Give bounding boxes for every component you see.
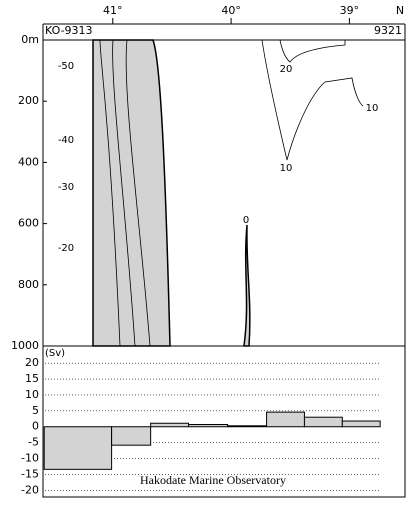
bar bbox=[111, 426, 152, 446]
x-tick-label: 40° bbox=[221, 4, 241, 17]
x-tick-label: 39° bbox=[340, 4, 360, 17]
contour-label: -20 bbox=[58, 243, 74, 254]
y-tick-label: -10 bbox=[21, 452, 39, 465]
contour-line bbox=[279, 39, 346, 63]
y-tick-label: 800 bbox=[18, 278, 39, 291]
bar bbox=[341, 420, 381, 428]
x-tick-label: 41° bbox=[103, 4, 123, 17]
y-tick-label: 10 bbox=[25, 388, 39, 401]
station-label: 9321 bbox=[374, 24, 402, 37]
contour-line bbox=[243, 224, 251, 347]
contour-label: -30 bbox=[58, 182, 74, 193]
y-tick-label: -15 bbox=[21, 467, 39, 480]
y-tick-label: 400 bbox=[18, 155, 39, 168]
y-tick-label: -5 bbox=[28, 436, 39, 449]
y-tick-label: -20 bbox=[21, 483, 39, 496]
contour-label: -40 bbox=[58, 135, 74, 146]
y-tick-label: 5 bbox=[32, 404, 39, 417]
y-tick-label: 20 bbox=[25, 356, 39, 369]
contour-label: 20 bbox=[280, 64, 293, 75]
station-label: KO-9313 bbox=[45, 24, 93, 37]
x-axis-label: N bbox=[396, 4, 404, 17]
contour-label: 10 bbox=[280, 163, 293, 174]
contour-label: 10 bbox=[366, 103, 379, 114]
bar bbox=[188, 424, 229, 428]
contour-line bbox=[92, 39, 171, 347]
contour-line bbox=[112, 39, 136, 347]
y-tick-label: 0 bbox=[32, 420, 39, 433]
annotation: Hakodate Marine Observatory bbox=[140, 473, 286, 487]
y-tick-label: 15 bbox=[25, 372, 39, 385]
contour-label: -50 bbox=[58, 61, 74, 72]
bar bbox=[43, 426, 113, 470]
plot-frame bbox=[42, 345, 406, 498]
contour-line bbox=[125, 39, 151, 347]
bar bbox=[227, 425, 268, 428]
y-tick-label: 200 bbox=[18, 94, 39, 107]
contour-line bbox=[99, 39, 121, 347]
y-axis-label: (Sv) bbox=[45, 348, 65, 359]
y-tick-label: 600 bbox=[18, 217, 39, 230]
bar bbox=[150, 422, 190, 428]
bar bbox=[303, 416, 343, 428]
y-tick-label: 1000 bbox=[11, 339, 39, 352]
bar bbox=[266, 411, 305, 428]
contour-line bbox=[261, 39, 364, 161]
y-tick-label: 0m bbox=[21, 33, 39, 46]
contour-label: 0 bbox=[243, 215, 249, 226]
